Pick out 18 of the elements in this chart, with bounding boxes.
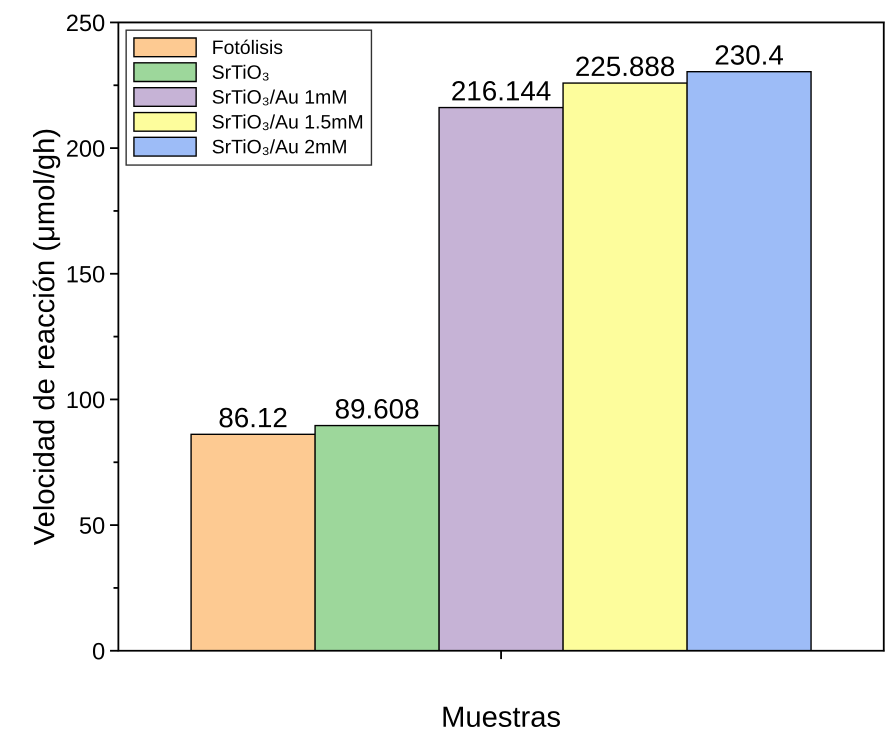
- legend-label: SrTiO₃/Au 1mM: [212, 90, 346, 106]
- legend-label: SrTiO₃/Au 1.5mM: [212, 114, 362, 130]
- y-tick-label: 50: [80, 517, 104, 534]
- y-axis-title: Velocidad de reacción (μmol/gh): [32, 130, 60, 546]
- legend-label: Fotólisis: [213, 40, 282, 54]
- data-label: 225.888: [576, 56, 674, 76]
- y-tick-label: 150: [68, 266, 104, 283]
- legend-label: SrTiO₃: [212, 64, 269, 81]
- legend-label: SrTiO₃/Au 2mM: [212, 139, 346, 156]
- y-tick-label: 250: [66, 14, 104, 32]
- x-axis-title: Muestras: [443, 706, 560, 728]
- data-label: 216.144: [452, 80, 550, 101]
- y-tick-label: 100: [68, 392, 104, 408]
- data-label: 230.4: [716, 45, 784, 65]
- data-label: 86.12: [220, 408, 286, 428]
- data-label: 89.608: [336, 399, 418, 419]
- y-tick-label: 200: [66, 140, 104, 157]
- y-tick-label: 0: [92, 642, 104, 660]
